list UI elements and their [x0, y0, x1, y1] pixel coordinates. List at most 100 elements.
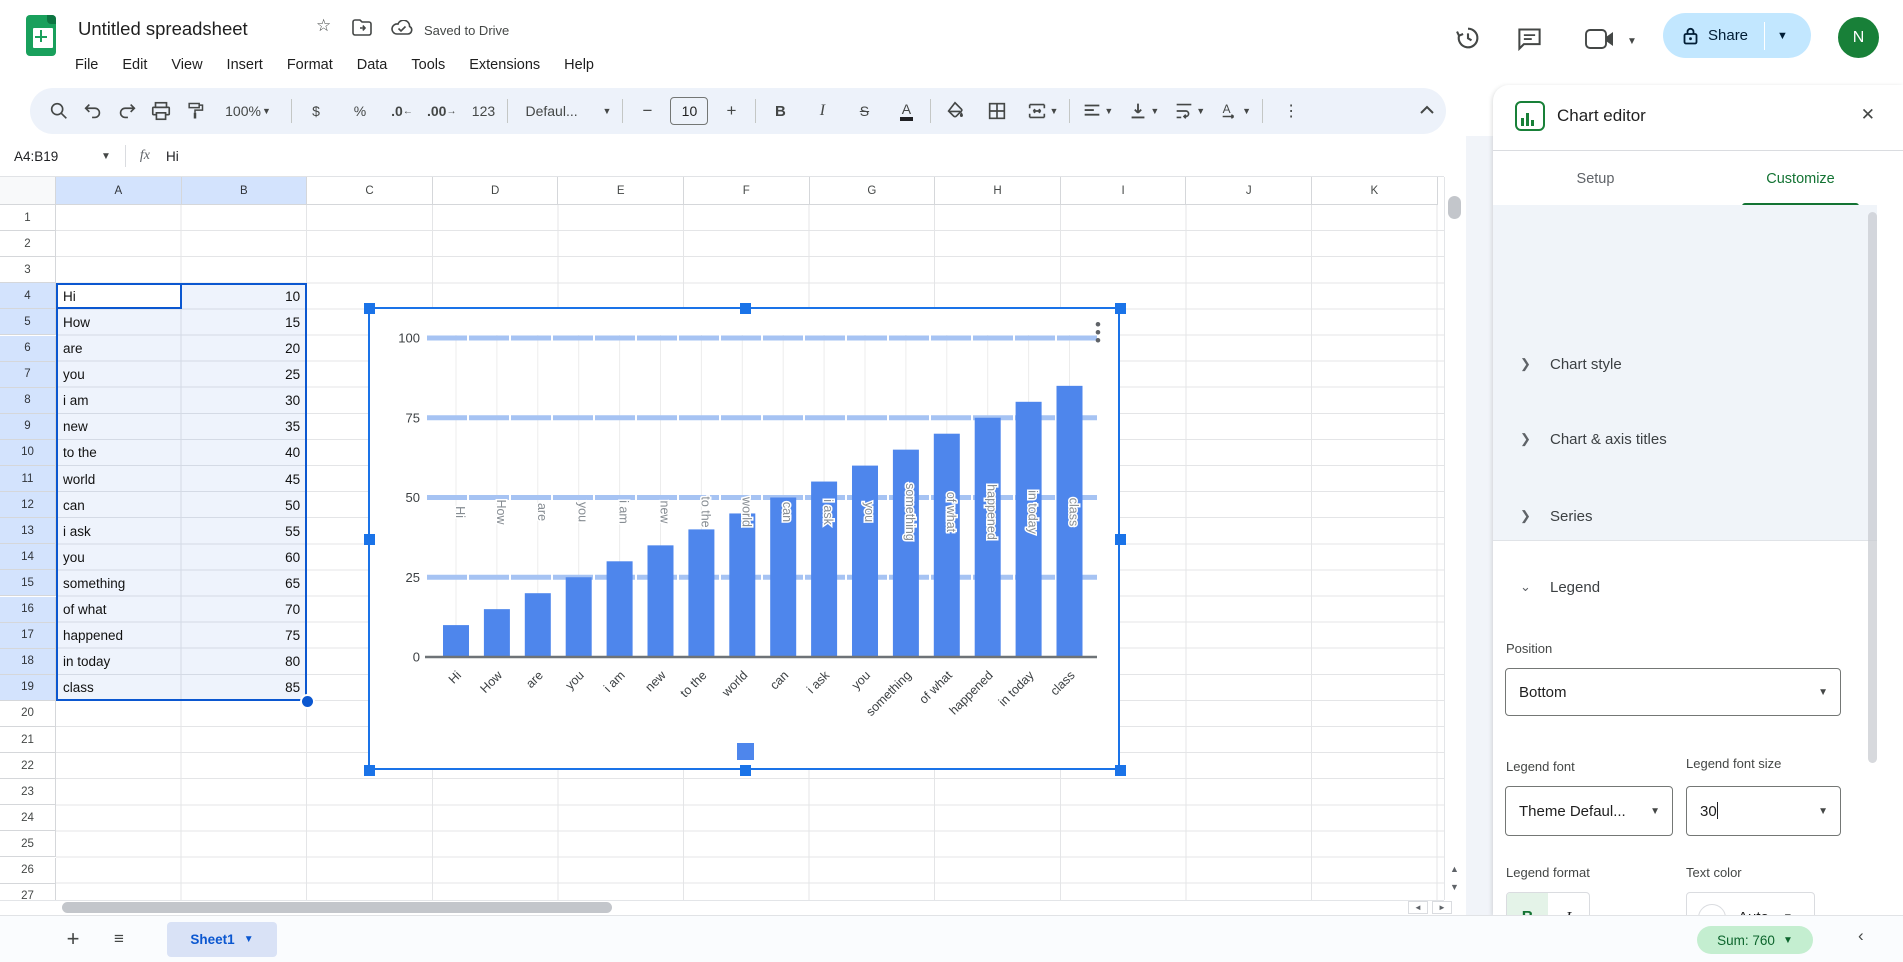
- more-toolbar-button[interactable]: ⋮: [1283, 103, 1300, 120]
- bar-are[interactable]: [524, 593, 551, 657]
- all-sheets-icon[interactable]: ≡: [114, 929, 124, 948]
- strikethrough-button[interactable]: S: [859, 103, 870, 119]
- row-header-27[interactable]: 27: [0, 883, 56, 900]
- cell-A12[interactable]: can: [63, 497, 85, 513]
- sheet-tab[interactable]: Sheet1 ▼: [167, 922, 277, 957]
- font-select[interactable]: Defaul... ▼: [515, 96, 615, 126]
- camera-dropdown-caret[interactable]: ▼: [1627, 36, 1637, 47]
- menu-format[interactable]: Format: [286, 57, 333, 73]
- cell-B11[interactable]: 45: [285, 471, 301, 487]
- bar-you[interactable]: [565, 577, 592, 657]
- menu-file[interactable]: File: [75, 57, 99, 73]
- star-icon[interactable]: ☆: [316, 16, 332, 35]
- tab-customize[interactable]: Customize: [1698, 151, 1903, 206]
- menu-view[interactable]: View: [171, 57, 203, 73]
- active-cell[interactable]: [56, 283, 182, 310]
- chart-resize-handle[interactable]: [364, 534, 375, 545]
- chart-resize-handle[interactable]: [1115, 534, 1126, 545]
- cell-A8[interactable]: i am: [63, 393, 89, 409]
- cell-A16[interactable]: of what: [63, 602, 107, 618]
- column-header-A[interactable]: A: [56, 177, 182, 205]
- row-header-12[interactable]: 12: [0, 492, 56, 519]
- row-header-20[interactable]: 20: [0, 700, 56, 727]
- column-header-D[interactable]: D: [432, 177, 559, 205]
- bar-class[interactable]: [1056, 385, 1083, 657]
- currency-format-button[interactable]: $: [312, 103, 320, 119]
- formula-input[interactable]: Hi: [166, 148, 179, 164]
- row-header-24[interactable]: 24: [0, 805, 56, 832]
- menu-extensions[interactable]: Extensions: [469, 57, 541, 73]
- text-rotation-button[interactable]: A ▼: [1215, 96, 1255, 126]
- row-header-2[interactable]: 2: [0, 231, 56, 258]
- cell-B4[interactable]: 10: [285, 288, 301, 304]
- cell-B7[interactable]: 25: [285, 367, 301, 383]
- cell-A6[interactable]: are: [63, 341, 83, 357]
- cell-B17[interactable]: 75: [285, 628, 301, 644]
- paint-format-icon[interactable]: [178, 96, 212, 126]
- scroll-down-icon[interactable]: ▼: [1450, 882, 1459, 892]
- cell-B15[interactable]: 65: [285, 575, 301, 591]
- row-header-4[interactable]: 4: [0, 283, 56, 310]
- close-icon[interactable]: ✕: [1860, 105, 1875, 124]
- embedded-chart[interactable]: 0 25 50 75 100 Hi How are you i am new to the world c…: [364, 303, 1126, 776]
- column-header-I[interactable]: I: [1060, 177, 1187, 205]
- row-header-25[interactable]: 25: [0, 831, 56, 858]
- column-header-G[interactable]: G: [809, 177, 936, 205]
- section-chart-axis-titles[interactable]: ❯ Chart & axis titles: [1493, 415, 1877, 463]
- bold-button[interactable]: B: [775, 102, 786, 120]
- scroll-up-icon[interactable]: ▲: [1450, 864, 1459, 874]
- italic-button[interactable]: I: [819, 102, 826, 119]
- bar-Hi[interactable]: [443, 625, 469, 657]
- cell-B14[interactable]: 60: [285, 549, 301, 565]
- sum-badge[interactable]: Sum: 760 ▼: [1697, 926, 1813, 954]
- comments-icon[interactable]: [1516, 25, 1543, 52]
- text-color-button[interactable]: A: [889, 96, 923, 126]
- cell-A15[interactable]: something: [63, 575, 126, 591]
- menu-insert[interactable]: Insert: [226, 57, 263, 73]
- search-icon[interactable]: [42, 96, 76, 126]
- cell-A7[interactable]: you: [63, 367, 85, 383]
- row-header-5[interactable]: 5: [0, 309, 56, 336]
- cell-B16[interactable]: 70: [285, 602, 301, 618]
- cell-A13[interactable]: i ask: [63, 523, 91, 539]
- cell-B10[interactable]: 40: [285, 445, 301, 461]
- chart-resize-handle[interactable]: [740, 303, 751, 314]
- more-formats-button[interactable]: 123: [471, 103, 496, 119]
- row-header-9[interactable]: 9: [0, 413, 56, 440]
- meet-camera-icon[interactable]: [1585, 28, 1615, 50]
- column-header-E[interactable]: E: [558, 177, 684, 205]
- cell-B18[interactable]: 80: [285, 654, 301, 670]
- decrease-decimals-button[interactable]: .0 ←: [391, 103, 413, 119]
- bar-i am[interactable]: [606, 561, 633, 657]
- percent-format-button[interactable]: %: [353, 103, 367, 119]
- bar-you[interactable]: [852, 465, 878, 657]
- row-header-17[interactable]: 17: [0, 622, 56, 649]
- cell-B19[interactable]: 85: [285, 680, 301, 696]
- merge-cells-button[interactable]: ▼: [1022, 96, 1062, 126]
- increase-font-size-button[interactable]: +: [726, 101, 737, 120]
- share-dropdown-caret[interactable]: ▼: [1777, 29, 1788, 42]
- text-wrap-button[interactable]: ▼: [1169, 96, 1209, 126]
- name-box[interactable]: A4:B19: [14, 148, 59, 164]
- bar-in today[interactable]: [1015, 401, 1042, 657]
- bar-to the[interactable]: [688, 529, 715, 657]
- bar-can[interactable]: [770, 497, 797, 658]
- row-header-26[interactable]: 26: [0, 857, 56, 884]
- collapse-sidebar-icon[interactable]: ‹: [1858, 926, 1864, 945]
- cell-B6[interactable]: 20: [285, 341, 301, 357]
- row-header-23[interactable]: 23: [0, 779, 56, 806]
- row-header-7[interactable]: 7: [0, 361, 56, 388]
- cell-B12[interactable]: 50: [285, 497, 301, 513]
- chart-resize-handle[interactable]: [740, 765, 751, 776]
- cell-A18[interactable]: in today: [63, 654, 111, 670]
- column-header-H[interactable]: H: [935, 177, 1061, 205]
- column-header-F[interactable]: F: [684, 177, 810, 205]
- add-sheet-button[interactable]: +: [66, 926, 80, 951]
- chart-resize-handle[interactable]: [364, 303, 375, 314]
- vertical-align-button[interactable]: ▼: [1123, 96, 1163, 126]
- print-icon[interactable]: [144, 96, 178, 126]
- cell-A9[interactable]: new: [63, 419, 88, 435]
- bar-How[interactable]: [483, 609, 510, 657]
- column-header-J[interactable]: J: [1186, 177, 1312, 205]
- text-color-select[interactable]: Auto ▼: [1686, 892, 1815, 915]
